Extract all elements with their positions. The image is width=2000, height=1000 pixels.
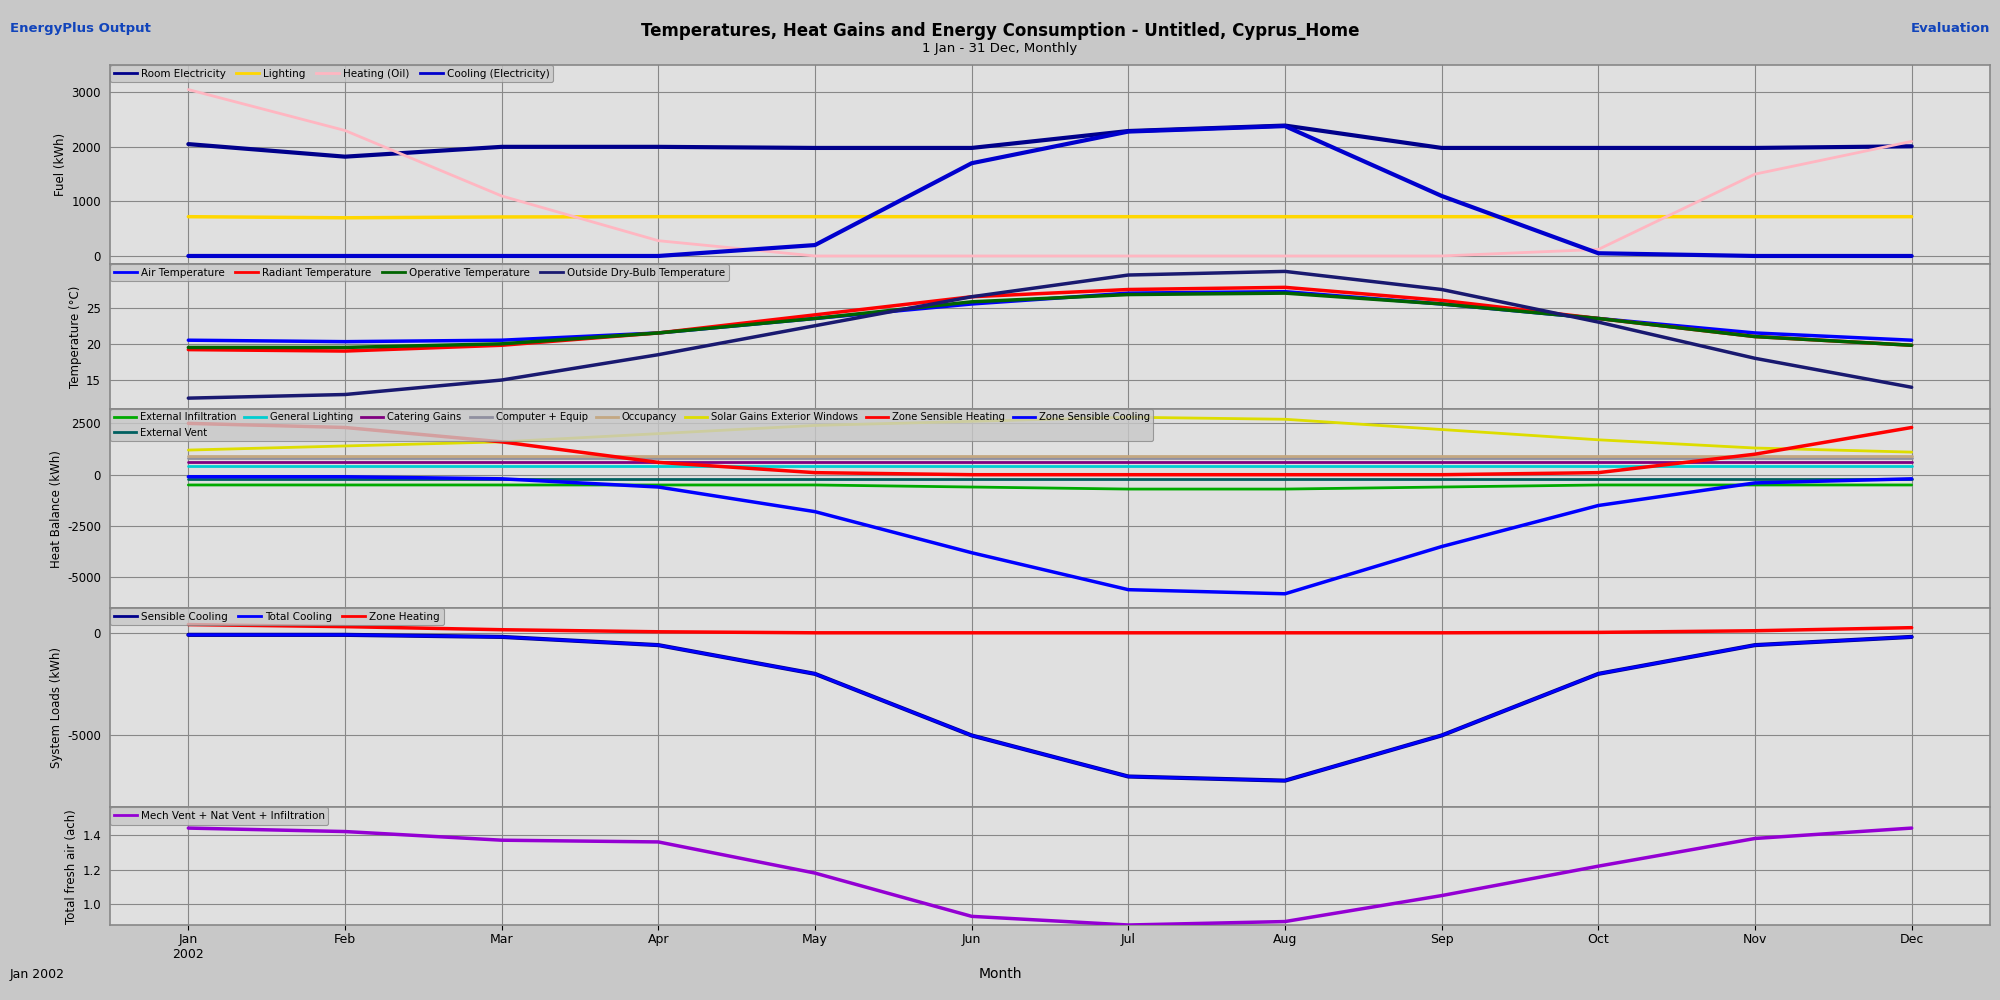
Legend: Mech Vent + Nat Vent + Infiltration: Mech Vent + Nat Vent + Infiltration (110, 807, 328, 825)
Text: 1 Jan - 31 Dec, Monthly: 1 Jan - 31 Dec, Monthly (922, 42, 1078, 55)
Text: EnergyPlus Output: EnergyPlus Output (10, 22, 150, 35)
Legend: Air Temperature, Radiant Temperature, Operative Temperature, Outside Dry-Bulb Te: Air Temperature, Radiant Temperature, Op… (110, 264, 728, 281)
Y-axis label: Total fresh air (ach): Total fresh air (ach) (66, 809, 78, 924)
Legend: Sensible Cooling, Total Cooling, Zone Heating: Sensible Cooling, Total Cooling, Zone He… (110, 608, 444, 625)
Text: Month: Month (978, 967, 1022, 981)
Y-axis label: Heat Balance (kWh): Heat Balance (kWh) (50, 450, 62, 568)
Legend: Room Electricity, Lighting, Heating (Oil), Cooling (Electricity): Room Electricity, Lighting, Heating (Oil… (110, 65, 554, 82)
Y-axis label: Fuel (kWh): Fuel (kWh) (54, 133, 68, 196)
Legend: External Infiltration, External Vent, General Lighting, Catering Gains, Computer: External Infiltration, External Vent, Ge… (110, 409, 1154, 441)
Y-axis label: Temperature (°C): Temperature (°C) (68, 285, 82, 388)
Text: Temperatures, Heat Gains and Energy Consumption - Untitled, Cyprus_Home: Temperatures, Heat Gains and Energy Cons… (640, 22, 1360, 40)
Y-axis label: System Loads (kWh): System Loads (kWh) (50, 647, 62, 768)
Text: Evaluation: Evaluation (1910, 22, 1990, 35)
Text: Jan 2002: Jan 2002 (10, 968, 64, 981)
